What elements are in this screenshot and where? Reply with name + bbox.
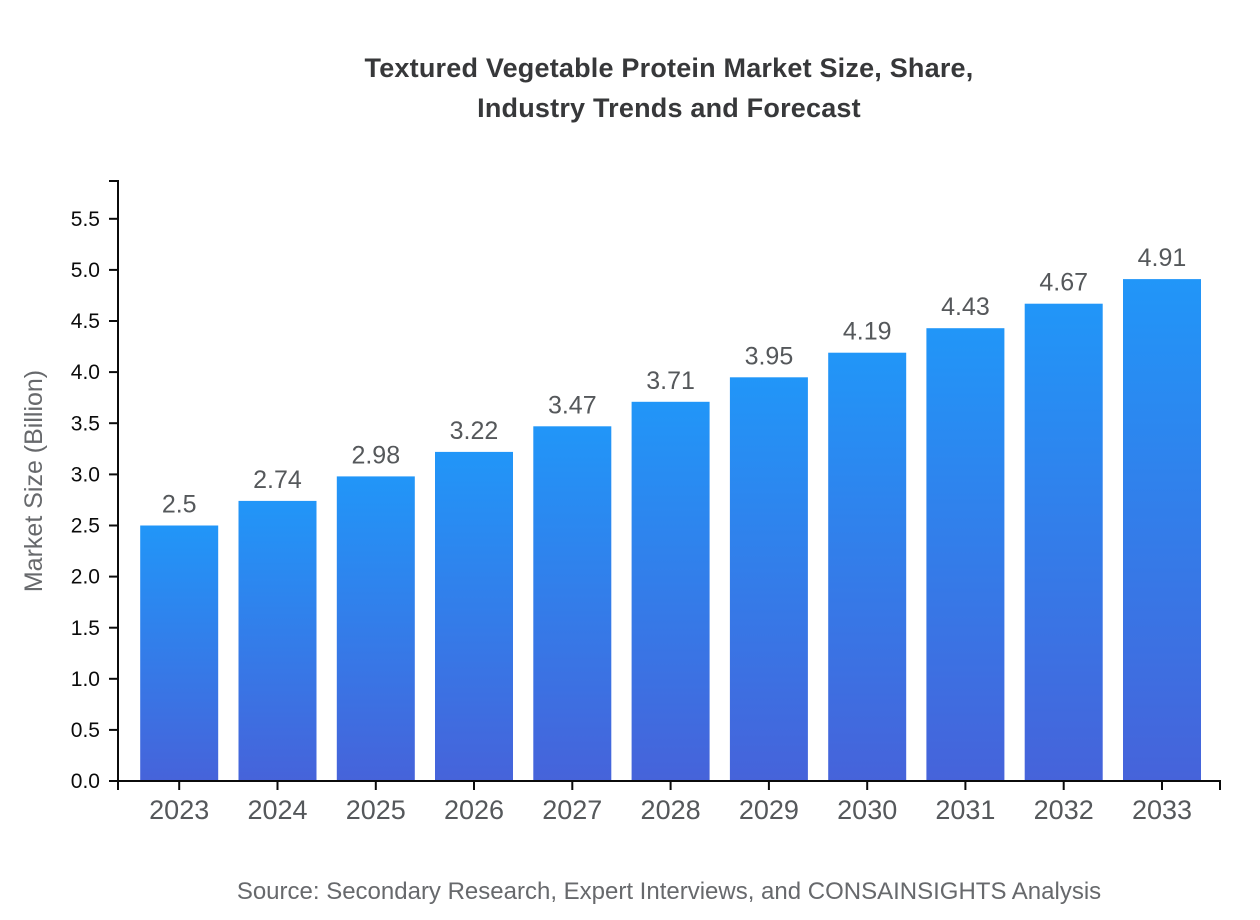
y-tick-label-2.5: 2.5 <box>71 515 100 538</box>
y-tick-label-5.5: 5.5 <box>71 208 100 231</box>
bar-2030 <box>828 352 907 781</box>
y-tick-label-3.5: 3.5 <box>71 412 100 435</box>
bar-2033 <box>1123 279 1201 781</box>
bar-2023 <box>140 525 219 781</box>
bar-2026 <box>435 451 513 781</box>
bar-2029 <box>729 377 808 781</box>
y-tick-label-1.0: 1.0 <box>71 668 100 691</box>
x-tick-label-2026: 2026 <box>444 795 504 825</box>
bar-2027 <box>533 426 612 781</box>
y-tick-label-0.5: 0.5 <box>71 719 100 742</box>
y-tick-label-3.0: 3.0 <box>71 464 100 487</box>
y-tick-label-5.0: 5.0 <box>71 259 100 282</box>
y-axis-line <box>109 180 119 782</box>
bar-2028 <box>631 401 710 781</box>
x-tick-label-2024: 2024 <box>247 795 307 825</box>
chart-title-line-2: Industry Trends and Forecast <box>477 93 861 123</box>
bar-value-label-2023: 2.5 <box>162 491 197 519</box>
bar-value-label-2030: 4.19 <box>843 318 892 346</box>
bar-2032 <box>1024 303 1103 781</box>
y-axis-label: Market Size (Billion) <box>20 370 48 592</box>
bar-value-label-2026: 3.22 <box>450 417 499 445</box>
bar-value-label-2031: 4.43 <box>941 293 990 321</box>
y-tick-label-4.5: 4.5 <box>71 310 100 333</box>
y-tick-label-2.0: 2.0 <box>71 566 100 589</box>
x-tick-label-2023: 2023 <box>149 795 209 825</box>
x-axis-line <box>117 780 1221 790</box>
bar-2025 <box>336 476 415 781</box>
bar-value-label-2029: 3.95 <box>745 342 794 370</box>
bar-value-label-2032: 4.67 <box>1039 269 1088 297</box>
x-tick-label-2033: 2033 <box>1132 795 1192 825</box>
bar-value-label-2024: 2.74 <box>253 466 302 494</box>
x-tick-label-2028: 2028 <box>641 795 701 825</box>
bar-value-label-2027: 3.47 <box>548 391 597 419</box>
x-tick-label-2025: 2025 <box>346 795 406 825</box>
x-tick-label-2032: 2032 <box>1034 795 1094 825</box>
x-tick-label-2030: 2030 <box>837 795 897 825</box>
source-note: Source: Secondary Research, Expert Inter… <box>236 878 1102 905</box>
y-tick-label-0.0: 0.0 <box>71 770 100 793</box>
bar-value-label-2033: 4.91 <box>1138 244 1187 272</box>
bar-2031 <box>926 328 1005 781</box>
chart-title-line-1: Textured Vegetable Protein Market Size, … <box>364 53 974 83</box>
bar-2024 <box>238 500 317 781</box>
bar-value-label-2028: 3.71 <box>646 367 695 395</box>
x-tick-label-2031: 2031 <box>935 795 995 825</box>
x-tick-label-2027: 2027 <box>542 795 602 825</box>
chart-title: Textured Vegetable Protein Market Size, … <box>118 48 1220 128</box>
y-tick-label-1.5: 1.5 <box>71 617 100 640</box>
y-tick-label-4.0: 4.0 <box>71 361 100 384</box>
bar-value-label-2025: 2.98 <box>351 441 400 469</box>
x-tick-label-2029: 2029 <box>739 795 799 825</box>
